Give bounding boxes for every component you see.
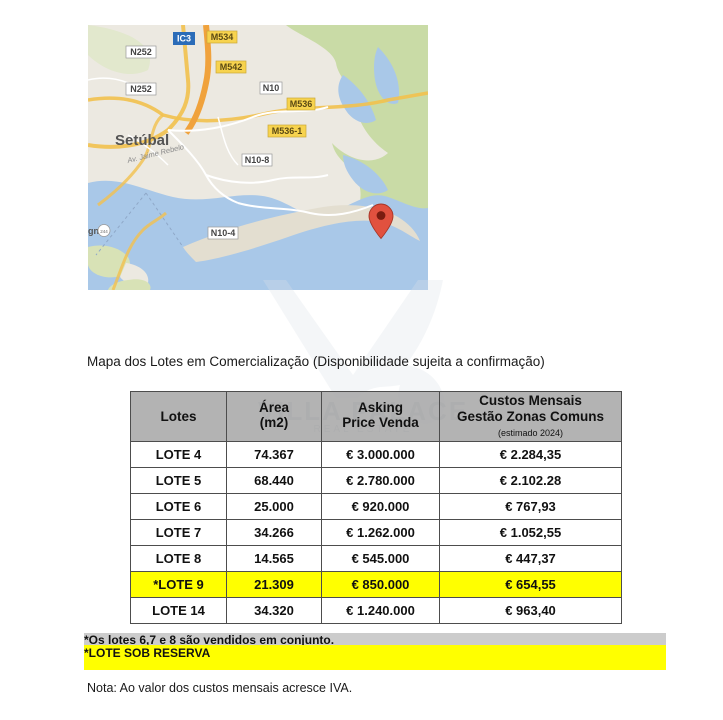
svg-text:N10: N10	[263, 83, 280, 93]
svg-text:gn: gn	[88, 226, 99, 236]
svg-text:M536: M536	[290, 99, 313, 109]
svg-text:Setúbal: Setúbal	[115, 132, 169, 149]
svg-text:M534: M534	[211, 32, 234, 42]
svg-text:IC3: IC3	[177, 34, 191, 44]
svg-text:N10-8: N10-8	[245, 155, 270, 165]
svg-text:244: 244	[100, 229, 108, 234]
svg-text:M536-1: M536-1	[272, 126, 303, 136]
svg-text:M542: M542	[220, 62, 243, 72]
svg-text:N252: N252	[130, 47, 152, 57]
svg-text:N10-4: N10-4	[211, 228, 236, 238]
svg-text:N252: N252	[130, 84, 152, 94]
